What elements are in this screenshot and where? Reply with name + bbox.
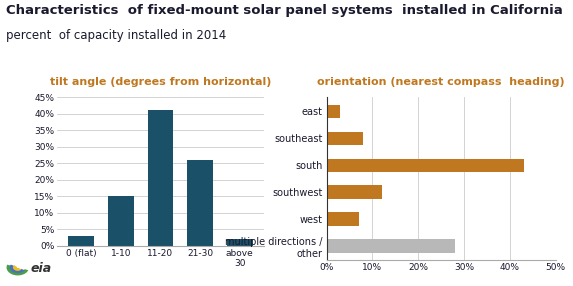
Bar (187, 160, 213, 246)
Bar (108, 196, 134, 246)
Bar (327, 186, 382, 199)
Bar (148, 110, 174, 246)
Wedge shape (10, 265, 25, 273)
Wedge shape (6, 265, 28, 275)
Bar (68, 236, 94, 246)
Text: tilt angle (degrees from horizontal): tilt angle (degrees from horizontal) (50, 77, 271, 87)
Bar (327, 132, 363, 145)
Wedge shape (13, 265, 21, 271)
Text: eia: eia (30, 262, 52, 275)
Text: percent  of capacity installed in 2014: percent of capacity installed in 2014 (6, 29, 226, 41)
Bar (227, 239, 253, 246)
Bar (327, 239, 455, 253)
Bar (327, 212, 359, 226)
Bar (327, 105, 340, 118)
Text: orientation (nearest compass  heading): orientation (nearest compass heading) (317, 77, 565, 87)
Text: Characteristics  of fixed-mount solar panel systems  installed in California: Characteristics of fixed-mount solar pan… (6, 4, 563, 17)
Bar (327, 158, 524, 172)
